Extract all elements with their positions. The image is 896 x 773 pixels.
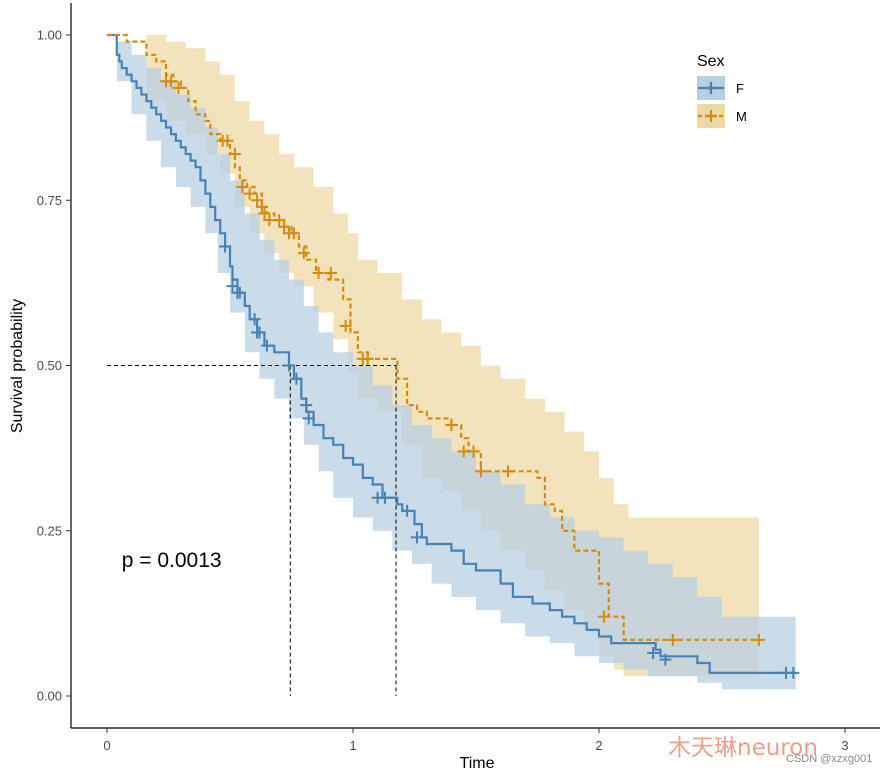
x-tick-label: 0 (103, 738, 110, 753)
censor-mark-m (164, 75, 177, 88)
x-axis-title: Time (460, 755, 495, 772)
legend-label-f: F (736, 81, 744, 96)
x-axis-ticks: 0 1 2 3 (103, 728, 849, 753)
legend-censor-m (705, 110, 717, 122)
censor-mark-m (752, 633, 765, 646)
censor-mark-m (297, 247, 310, 260)
x-tick-label: 1 (349, 738, 356, 753)
censor-mark-f (300, 399, 313, 412)
censor-mark-m (251, 194, 264, 207)
y-tick-label: 0.75 (37, 193, 62, 208)
censor-mark-m (172, 81, 185, 94)
censor-marks (160, 75, 800, 679)
censor-mark-f (226, 280, 239, 293)
censor-mark-m (258, 207, 271, 220)
censor-mark-m (666, 633, 679, 646)
censor-mark-f (260, 339, 273, 352)
censor-mark-f (647, 647, 660, 660)
censor-mark-m (278, 220, 291, 233)
y-tick-label: 0.50 (37, 358, 62, 373)
censor-mark-m (339, 319, 352, 332)
censor-mark-m (255, 200, 268, 213)
censor-mark-f (233, 286, 246, 299)
censor-mark-m (445, 418, 458, 431)
censor-mark-f (302, 412, 315, 425)
censor-mark-f (283, 359, 296, 372)
censor-mark-m (501, 465, 514, 478)
x-tick-label: 3 (841, 738, 848, 753)
censor-mark-f (659, 653, 672, 666)
legend-entry-m: M (697, 104, 747, 128)
censor-mark-m (228, 147, 241, 160)
y-tick-label: 0.00 (37, 689, 62, 704)
censor-mark-f (248, 313, 261, 326)
censor-mark-m (236, 181, 249, 194)
censor-mark-m (312, 266, 325, 279)
censor-mark-m (221, 134, 234, 147)
axes: 0.00 0.25 0.50 0.75 1.00 0 1 2 3 (37, 3, 880, 753)
censor-mark-m (361, 352, 374, 365)
censor-mark-f (290, 372, 303, 385)
legend-title: Sex (697, 53, 725, 70)
censor-mark-f (410, 531, 423, 544)
censor-mark-m (474, 465, 487, 478)
legend-entry-f: F (697, 76, 744, 100)
y-axis-title: Survival probability (9, 299, 26, 433)
censor-mark-m (467, 445, 480, 458)
censor-mark-m (273, 214, 286, 227)
p-value-annotation: p = 0.0013 (122, 549, 222, 572)
watermark-text: 木天琳neuron (668, 735, 818, 761)
median-survival-lines (107, 365, 397, 696)
censor-mark-f (219, 240, 232, 253)
y-axis-ticks: 0.00 0.25 0.50 0.75 1.00 (37, 28, 71, 704)
x-tick-label: 2 (595, 738, 602, 753)
censor-mark-f (401, 504, 414, 517)
confidence-band-m (107, 35, 759, 677)
survival-curve-f (107, 33, 796, 674)
censor-mark-m (243, 187, 256, 200)
confidence-band-f (107, 35, 796, 690)
legend-label-m: M (736, 109, 747, 124)
censor-mark-f (787, 666, 800, 679)
watermark-source: CSDN @xzxg001 (786, 753, 872, 765)
legend: Sex F M (697, 53, 747, 128)
censor-mark-f (378, 491, 391, 504)
censor-mark-m (287, 227, 300, 240)
y-tick-label: 1.00 (37, 28, 62, 43)
censor-mark-f (253, 326, 266, 339)
legend-censor-f (705, 82, 717, 94)
censor-mark-m (597, 610, 610, 623)
censor-mark-m (324, 266, 337, 279)
y-tick-label: 0.25 (37, 523, 62, 538)
confidence-bands (107, 35, 796, 690)
